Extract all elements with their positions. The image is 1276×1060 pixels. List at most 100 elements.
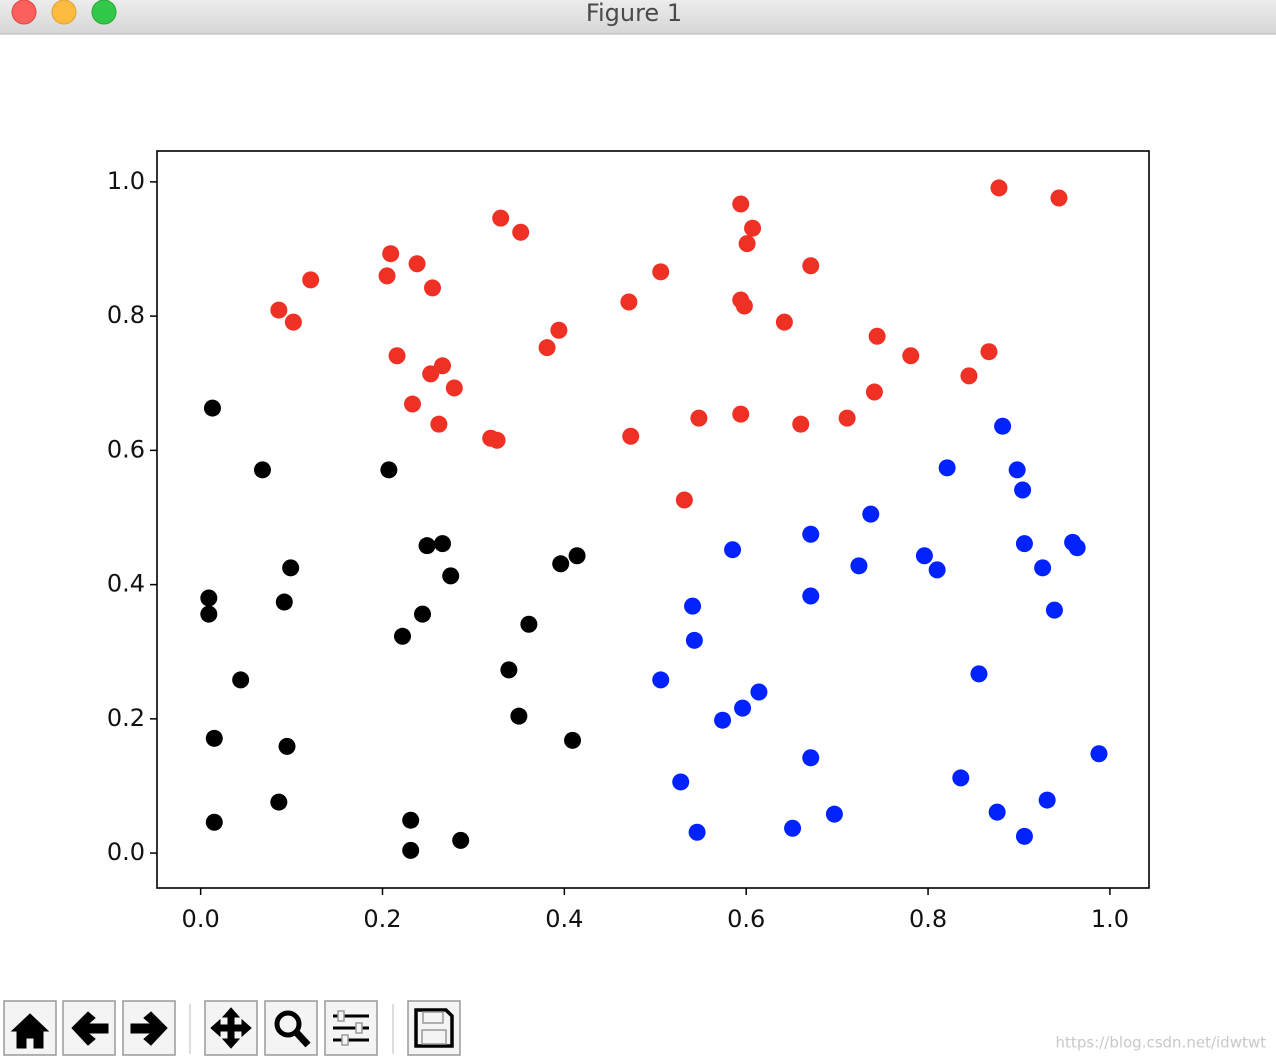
axes-frame: [156, 150, 1150, 889]
scatter-point: [510, 707, 528, 725]
x-tick-label: 0.4: [545, 905, 583, 933]
x-tick-label: 0.0: [182, 905, 220, 933]
scatter-point: [1050, 189, 1068, 207]
save-button[interactable]: [407, 1000, 461, 1056]
scatter-point: [1015, 535, 1033, 553]
scatter-point: [802, 749, 820, 767]
forward-button[interactable]: [122, 1000, 176, 1056]
scatter-point: [550, 321, 568, 339]
scatter-point: [738, 235, 756, 253]
scatter-point: [393, 627, 411, 645]
scatter-point: [732, 195, 750, 213]
scatter-point: [404, 395, 422, 413]
back-button[interactable]: [62, 1000, 116, 1056]
window-title: Figure 1: [586, 0, 682, 27]
home-icon: [10, 1013, 50, 1049]
scatter-point: [380, 461, 398, 479]
scatter-point: [838, 409, 856, 427]
scatter-point: [568, 547, 586, 565]
scatter-point: [980, 343, 998, 361]
scatter-point: [414, 605, 432, 623]
scatter-point: [802, 257, 820, 275]
scatter-point: [868, 327, 886, 345]
scatter-point: [734, 699, 752, 717]
scatter-point: [275, 593, 293, 611]
scatter-point: [388, 347, 406, 365]
scatter-point: [850, 557, 868, 575]
y-tick-label: 0.4: [107, 570, 145, 598]
scatter-point: [732, 405, 750, 423]
pan-button[interactable]: [204, 1000, 258, 1056]
scatter-point: [988, 803, 1006, 821]
configure-icon: [333, 1010, 369, 1046]
scatter-point: [1038, 791, 1056, 809]
scatter-point: [685, 631, 703, 649]
scatter-point: [960, 367, 978, 385]
scatter-point: [538, 339, 556, 357]
scatter-point: [520, 615, 538, 633]
scatter-point: [452, 831, 470, 849]
scatter-point: [430, 415, 448, 433]
scatter-point: [690, 409, 708, 427]
scatter-point: [902, 347, 920, 365]
scatter-point: [1034, 559, 1052, 577]
scatter-point: [652, 263, 670, 281]
scatter-point: [205, 729, 223, 747]
scatter-point: [938, 459, 956, 477]
scatter-point: [620, 293, 638, 311]
toolbar: [3, 1000, 461, 1056]
scatter-point: [1045, 601, 1063, 619]
scatter-point: [775, 313, 793, 331]
scatter-point: [990, 179, 1008, 197]
scatter-point: [232, 671, 250, 689]
x-tick-label: 1.0: [1091, 905, 1129, 933]
scatter-point: [744, 219, 762, 237]
zoom-rect-button[interactable]: [264, 1000, 318, 1056]
x-tick-label: 0.2: [363, 905, 401, 933]
scatter-point: [512, 223, 530, 241]
scatter-point: [928, 561, 946, 579]
minimize-button[interactable]: [51, 0, 77, 25]
scatter-point: [652, 671, 670, 689]
scatter-point: [492, 209, 510, 227]
scatter-point: [200, 589, 218, 607]
scatter-point: [382, 245, 400, 263]
plot: 0.0 0.2 0.4 0.6 0.8 1.0 0.0 0.2 0.4 0.6 0.8 1.0: [107, 167, 1129, 933]
save-icon: [414, 1008, 454, 1048]
watermark: https://blog.csdn.net/idwtwt: [1056, 1034, 1267, 1052]
zoom-button[interactable]: [91, 0, 117, 25]
close-button[interactable]: [11, 0, 37, 25]
scatter-point: [488, 431, 506, 449]
scatter-point: [672, 773, 690, 791]
y-tick-label: 0.2: [107, 704, 145, 732]
scatter-point: [402, 811, 420, 829]
y-tick-label: 0.8: [107, 301, 145, 329]
y-tick-label: 0.6: [107, 435, 145, 463]
scatter-point: [418, 537, 436, 555]
scatter-point: [434, 535, 452, 553]
scatter-point: [1015, 827, 1033, 845]
scatter-point: [994, 417, 1012, 435]
scatter-point: [253, 461, 271, 479]
scatter-point: [200, 605, 218, 623]
scatter-point: [434, 357, 452, 375]
scatter-point: [408, 255, 426, 273]
scatter-point: [205, 813, 223, 831]
configure-button[interactable]: [324, 1000, 378, 1056]
home-button[interactable]: [3, 1000, 57, 1056]
scatter-point: [675, 491, 693, 509]
forward-icon: [130, 1011, 168, 1046]
scatter-point: [564, 731, 582, 749]
scatter-point: [688, 823, 706, 841]
scatter-point: [1068, 539, 1086, 557]
scatter-point: [442, 567, 460, 585]
scatter-point: [802, 525, 820, 543]
scatter-point: [1008, 461, 1026, 479]
zoom-icon: [274, 1010, 302, 1038]
scatter-point: [445, 379, 463, 397]
scatter-point: [500, 661, 518, 679]
scatter-point: [784, 819, 802, 837]
scatter-point: [724, 541, 742, 559]
pan-icon: [210, 1007, 252, 1049]
